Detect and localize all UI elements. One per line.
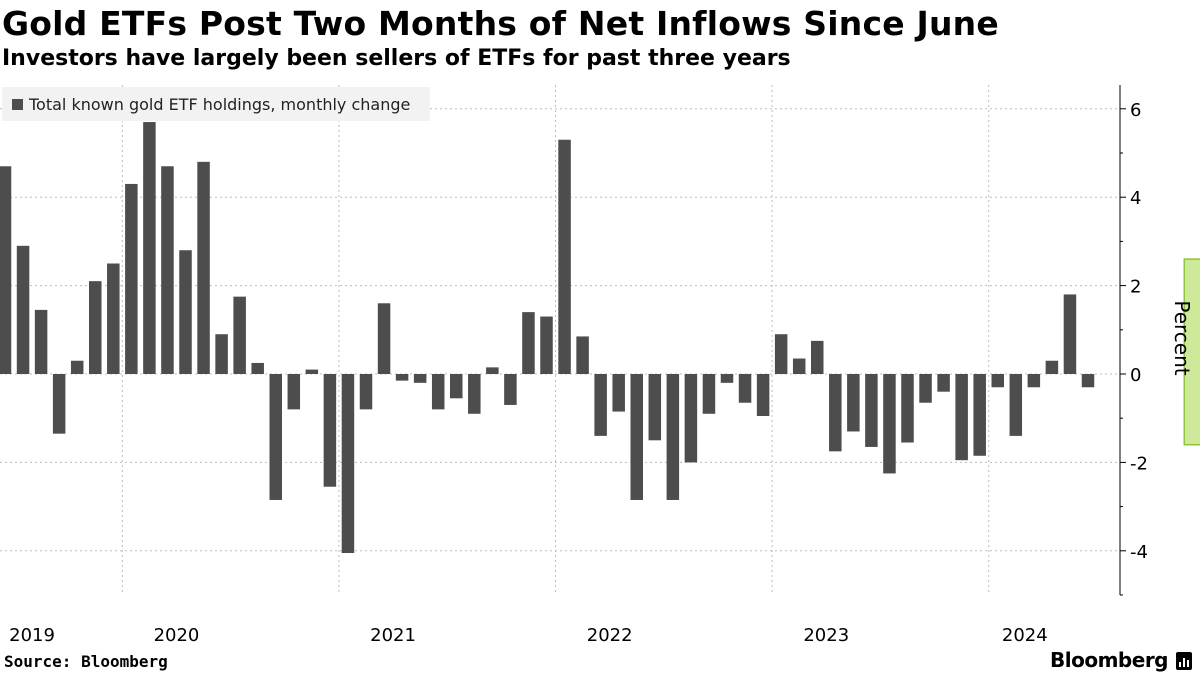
bar — [720, 374, 734, 383]
y-tick-label: 6 — [1130, 100, 1141, 121]
bar — [125, 183, 138, 374]
chart-title: Gold ETFs Post Two Months of Net Inflows… — [2, 4, 999, 43]
bar — [70, 360, 84, 374]
bar — [468, 374, 481, 414]
bar — [52, 374, 66, 434]
highlight-box — [1183, 258, 1200, 446]
bar — [937, 374, 950, 392]
bar — [865, 374, 878, 447]
bar — [883, 374, 896, 474]
bar — [504, 374, 517, 405]
bar — [359, 374, 373, 410]
bar — [16, 245, 30, 374]
bar — [486, 367, 499, 374]
bar — [522, 312, 535, 374]
bar — [413, 374, 427, 383]
legend-swatch — [12, 98, 23, 110]
y-tick-label: 2 — [1130, 277, 1141, 298]
bar — [847, 374, 860, 432]
bar — [161, 166, 174, 374]
y-axis-title: Percent — [1170, 300, 1194, 375]
bar — [576, 336, 589, 374]
bar — [377, 303, 391, 374]
bar — [143, 122, 156, 374]
bar — [811, 340, 824, 374]
x-year-label: 2019 — [9, 625, 55, 646]
bar — [919, 374, 932, 403]
bar — [630, 374, 643, 500]
bar — [1009, 374, 1023, 436]
chart-legend: Total known gold ETF holdings, monthly c… — [2, 87, 430, 121]
legend-label: Total known gold ETF holdings, monthly c… — [29, 94, 411, 114]
bar — [34, 309, 48, 374]
bar — [269, 374, 282, 500]
x-year-label: 2022 — [587, 625, 633, 646]
x-year-label: 2021 — [370, 625, 416, 646]
y-tick-label: 0 — [1130, 365, 1141, 386]
bar — [215, 334, 228, 374]
bar — [540, 316, 553, 374]
bar — [179, 250, 192, 374]
bar — [89, 281, 102, 374]
bar — [594, 374, 607, 436]
chart-subtitle: Investors have largely been sellers of E… — [2, 46, 791, 71]
bar — [323, 374, 337, 487]
y-tick-label: 4 — [1130, 188, 1141, 209]
bar — [991, 374, 1004, 388]
bar — [233, 296, 246, 374]
bloomberg-logo: Bloomberg — [1050, 648, 1168, 672]
bar — [1081, 374, 1095, 388]
bloomberg-bars-icon — [1176, 652, 1192, 670]
x-year-label: 2020 — [154, 625, 200, 646]
bar — [756, 374, 770, 416]
bar — [197, 161, 210, 374]
bar — [774, 334, 788, 374]
bar — [395, 374, 409, 381]
bar — [107, 263, 120, 374]
bar — [450, 374, 463, 399]
bar — [738, 374, 752, 403]
x-year-label: 2024 — [1002, 625, 1048, 646]
bar — [792, 358, 806, 374]
bar — [973, 374, 986, 456]
bar — [955, 374, 968, 461]
bar — [648, 374, 662, 441]
bar — [1045, 360, 1059, 374]
bar — [829, 374, 842, 452]
bar — [1063, 294, 1077, 374]
bar — [287, 374, 301, 410]
bar — [251, 362, 264, 374]
bar — [558, 139, 571, 374]
bar — [0, 166, 12, 374]
bar — [612, 374, 625, 412]
bar — [901, 374, 914, 443]
x-year-label: 2023 — [803, 625, 849, 646]
bar — [1027, 374, 1041, 388]
bar — [702, 374, 716, 414]
bar — [666, 374, 680, 500]
bar — [684, 374, 698, 463]
source-note: Source: Bloomberg — [4, 652, 168, 671]
bar — [305, 369, 319, 374]
bar — [431, 374, 445, 410]
bar — [341, 374, 355, 554]
y-tick-label: -4 — [1130, 542, 1148, 563]
y-tick-label: -2 — [1130, 453, 1148, 474]
